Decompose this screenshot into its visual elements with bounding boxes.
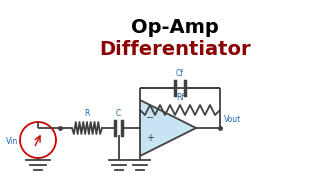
Text: C: C — [116, 109, 121, 118]
Text: Op-Amp: Op-Amp — [131, 18, 219, 37]
Text: −: − — [146, 113, 154, 123]
Text: +: + — [146, 133, 154, 143]
Text: Cf: Cf — [176, 69, 184, 78]
Text: Vout: Vout — [224, 115, 241, 124]
Text: Vin: Vin — [6, 138, 18, 147]
Polygon shape — [140, 100, 196, 156]
Text: Differentiator: Differentiator — [99, 40, 251, 59]
Text: R: R — [84, 109, 90, 118]
Text: Rf: Rf — [176, 93, 184, 102]
